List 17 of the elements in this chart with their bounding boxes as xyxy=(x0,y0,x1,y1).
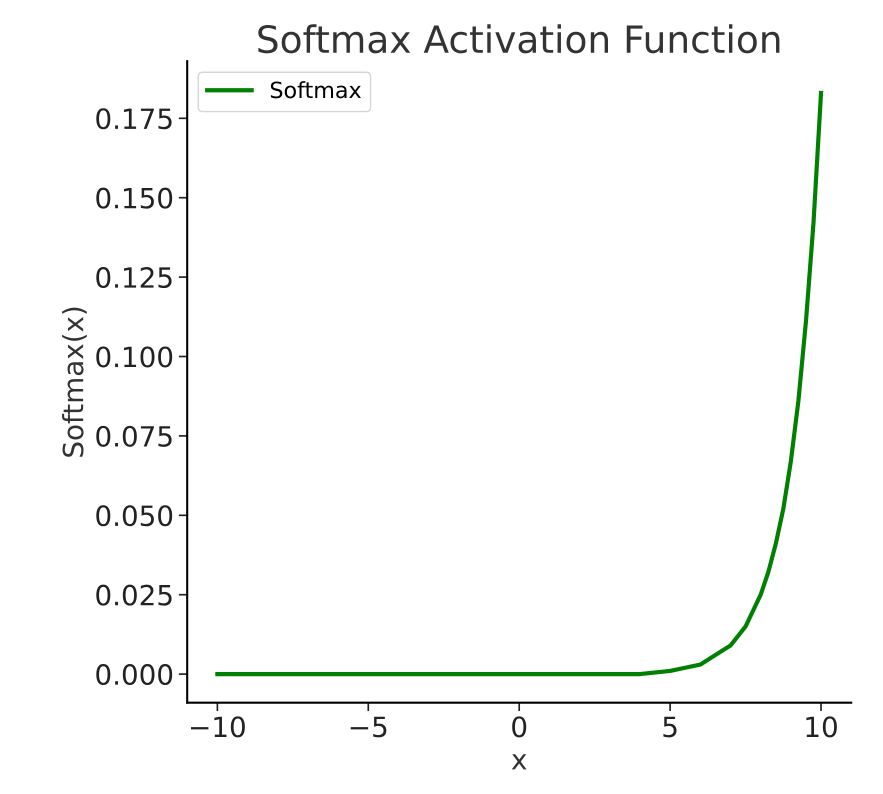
y-tick-label: 0.150 xyxy=(96,188,172,209)
y-tick-label: 0.175 xyxy=(96,108,172,130)
x-tick-label: −10 xyxy=(191,716,245,738)
y-axis-title: Softmax(x) xyxy=(62,308,87,457)
x-tick-label: 0 xyxy=(512,716,526,738)
y-tick-label: 0.000 xyxy=(96,664,172,686)
y-tick-label: 0.075 xyxy=(96,426,172,447)
x-axis-title: x xyxy=(512,754,527,770)
x-tick-label: 10 xyxy=(806,716,837,738)
x-tick-label: −5 xyxy=(350,716,386,738)
x-tick-label: 5 xyxy=(663,716,677,738)
y-tick-label: 0.050 xyxy=(96,505,172,526)
chart-title: Softmax Activation Function xyxy=(258,24,780,54)
y-tick-label: 0.125 xyxy=(96,267,172,288)
y-tick-label: 0.100 xyxy=(96,346,172,368)
y-tick-label: 0.025 xyxy=(96,584,172,606)
legend-label: Softmax xyxy=(270,81,361,98)
